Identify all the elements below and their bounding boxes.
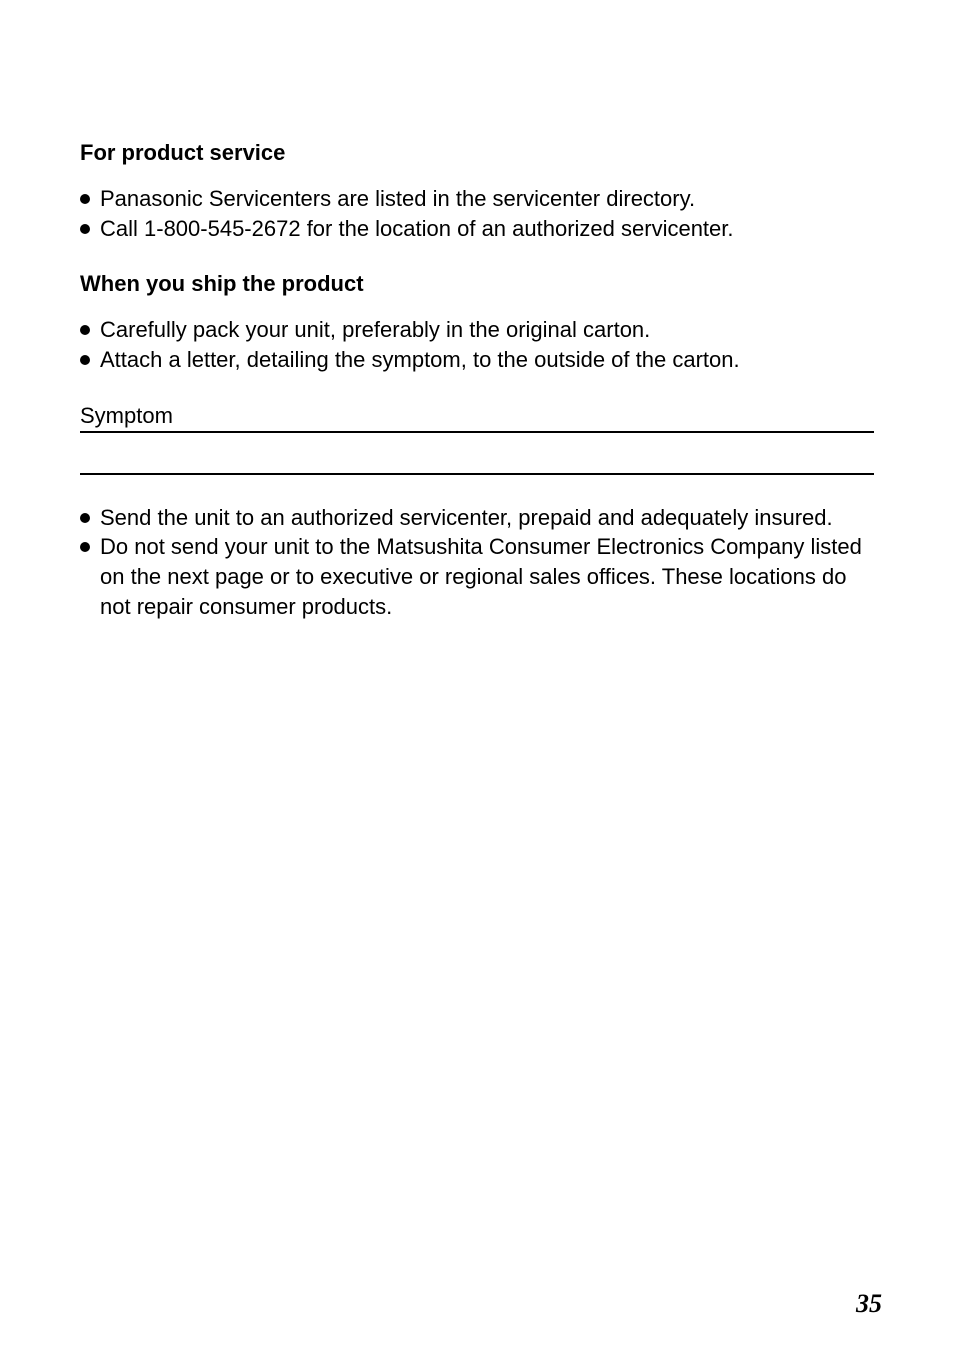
heading-ship-product: When you ship the product bbox=[80, 271, 874, 297]
list-item: Attach a letter, detailing the symptom, … bbox=[80, 345, 874, 375]
list-item: Call 1-800-545-2672 for the location of … bbox=[80, 214, 874, 244]
list-item: Panasonic Servicenters are listed in the… bbox=[80, 184, 874, 214]
list-shipping-notes: Send the unit to an authorized servicent… bbox=[80, 503, 874, 622]
list-item: Do not send your unit to the Matsushita … bbox=[80, 532, 874, 621]
list-item: Carefully pack your unit, preferably in … bbox=[80, 315, 874, 345]
symptom-label: Symptom bbox=[80, 403, 874, 429]
list-item: Send the unit to an authorized servicent… bbox=[80, 503, 874, 533]
symptom-rule-2 bbox=[80, 473, 874, 475]
page-number: 35 bbox=[856, 1289, 882, 1319]
symptom-field-block: Symptom bbox=[80, 403, 874, 475]
list-ship-product: Carefully pack your unit, preferably in … bbox=[80, 315, 874, 374]
heading-product-service: For product service bbox=[80, 140, 874, 166]
manual-page: For product service Panasonic Servicente… bbox=[0, 0, 954, 1361]
list-product-service: Panasonic Servicenters are listed in the… bbox=[80, 184, 874, 243]
symptom-write-area bbox=[80, 433, 874, 473]
